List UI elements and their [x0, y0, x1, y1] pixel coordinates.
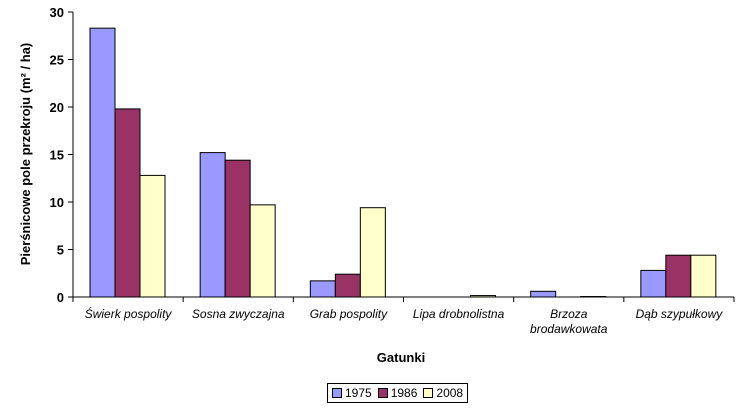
legend-label: 1986: [390, 386, 418, 400]
y-tick-label: 0: [57, 290, 64, 305]
bar-1975-4: [530, 290, 557, 298]
x-axis-title: Gatunki: [377, 350, 425, 365]
x-tick-label: Dąb szypułkowy: [636, 307, 724, 321]
bar-1986-1: [224, 159, 251, 298]
legend-label: 2008: [436, 386, 464, 400]
bar-2008-5: [690, 254, 717, 298]
y-tick-label: 15: [50, 148, 64, 163]
x-tick-label: Świerk pospolity: [85, 306, 173, 321]
x-tick-label: Brzoza brodawkowata: [530, 307, 608, 336]
x-axis-labels: Świerk pospolity Sosna zwyczajna Grab posp…: [85, 306, 724, 336]
y-axis-ticks: 0 5 10 15 20 25 30: [50, 5, 73, 305]
axes: [72, 12, 735, 302]
legend-item-1986: 1986: [377, 386, 418, 400]
bar-1975-5: [640, 269, 667, 298]
legend-swatch: [332, 388, 342, 398]
bar-1975-1: [199, 152, 226, 298]
bar-1986-5: [665, 254, 692, 298]
bar-1975-0: [89, 27, 116, 298]
y-tick-label: 30: [50, 5, 64, 20]
legend-label: 1975: [345, 386, 372, 400]
bar-2008-1: [249, 204, 276, 298]
legend-item-2008: 2008: [423, 386, 463, 400]
bar-1986-0: [114, 108, 141, 298]
legend: 1975 1986 2008: [327, 383, 469, 403]
x-tick-label: Lipa drobnolistna: [413, 307, 505, 321]
legend-swatch: [423, 388, 434, 398]
y-tick-label: 10: [50, 195, 64, 210]
y-tick-label: 20: [50, 100, 64, 115]
legend-item-1975: 1975: [332, 386, 372, 400]
x-tick-label: Grab pospolity: [310, 307, 388, 321]
y-axis-title: Pierśnicowe pole przekroju (m² / ha): [18, 43, 33, 266]
x-tick-label: Sosna zwyczajna: [192, 307, 285, 321]
legend-swatch: [377, 388, 388, 398]
y-tick-label: 5: [57, 243, 64, 258]
bar-1975-2: [309, 280, 336, 298]
bar-2008-2: [359, 207, 386, 298]
bar-2008-0: [139, 174, 166, 298]
bars-group: [89, 27, 717, 298]
bar-1986-2: [334, 273, 361, 298]
y-tick-label: 25: [50, 53, 64, 68]
